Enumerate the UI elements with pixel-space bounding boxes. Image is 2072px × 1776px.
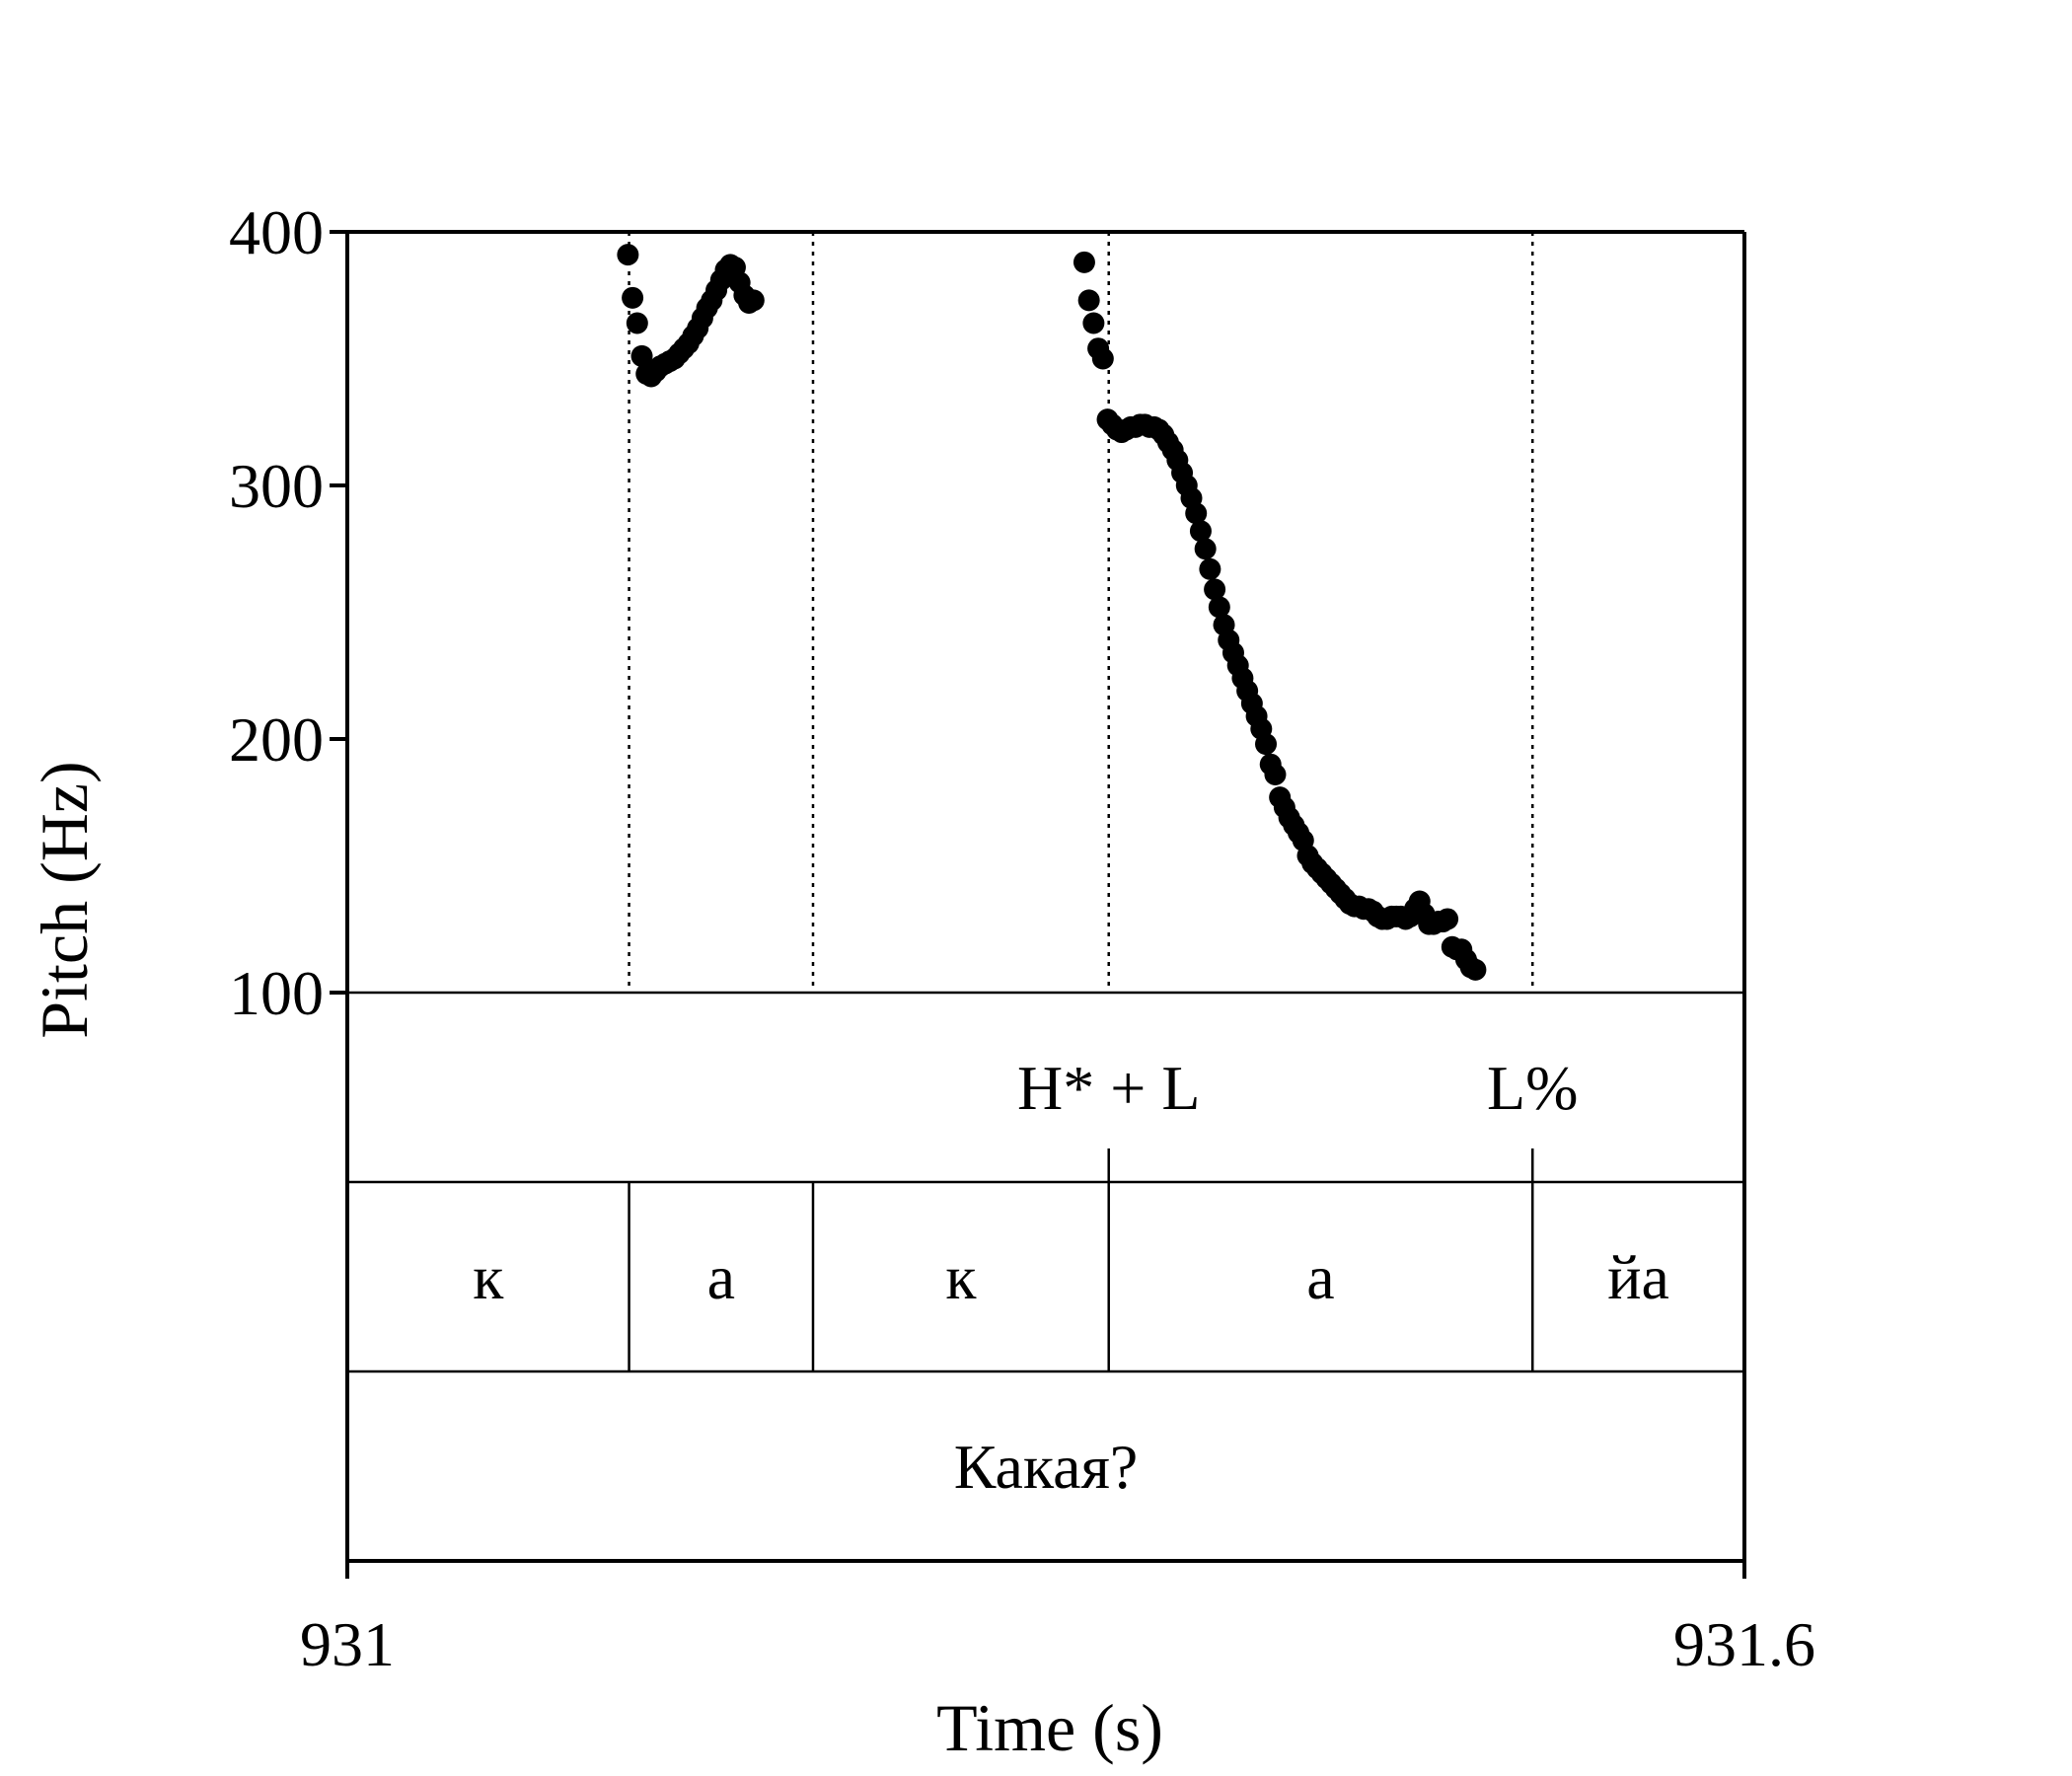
y-tick-label: 400 — [229, 197, 324, 267]
pitch-point — [617, 244, 639, 266]
pitch-point — [742, 289, 765, 312]
x-axis: 931 931.6 — [300, 1561, 1815, 1679]
pitch-point — [1437, 908, 1459, 930]
pitch-point — [622, 286, 644, 309]
pitch-point — [1208, 596, 1230, 619]
pitch-point — [1464, 958, 1487, 981]
x-tick-label: 931.6 — [1673, 1609, 1815, 1679]
segment-label: к — [945, 1242, 977, 1312]
pitch-point — [1199, 557, 1221, 580]
pitch-point — [626, 312, 648, 334]
x-axis-title: Time (s) — [936, 1690, 1163, 1765]
pitch-point — [630, 344, 653, 367]
y-axis: 400 300 200 100 — [229, 197, 347, 1028]
pitch-point — [1255, 733, 1278, 756]
annotation-tiers: H* + L L% к а к а йа Какая? — [473, 1053, 1669, 1502]
pitch-point — [1082, 312, 1105, 334]
pitch-point — [1077, 289, 1100, 312]
x-tick-label: 931 — [300, 1609, 395, 1679]
tone-label: H* + L — [1017, 1053, 1200, 1123]
pitch-point — [1264, 763, 1287, 785]
y-axis-title: Pitch (Hz) — [27, 761, 102, 1038]
segment-label: а — [707, 1242, 735, 1312]
segment-label: йа — [1607, 1242, 1669, 1312]
y-tick-label: 100 — [229, 958, 324, 1028]
pitch-points — [617, 244, 1487, 981]
pitch-point — [1185, 502, 1208, 525]
tone-label: L% — [1487, 1053, 1578, 1123]
y-tick-label: 300 — [229, 451, 324, 521]
pitch-point — [1194, 538, 1217, 560]
pitch-point — [1189, 520, 1212, 543]
segment-label: а — [1306, 1242, 1334, 1312]
tier-dividers — [628, 232, 1534, 993]
plot-frame — [345, 230, 1746, 1563]
pitch-point — [1204, 578, 1226, 601]
pitch-point — [1073, 251, 1095, 273]
word-label: Какая? — [954, 1432, 1139, 1502]
y-tick-label: 200 — [229, 704, 324, 775]
segment-label: к — [473, 1242, 504, 1312]
pitch-point — [1091, 347, 1114, 370]
